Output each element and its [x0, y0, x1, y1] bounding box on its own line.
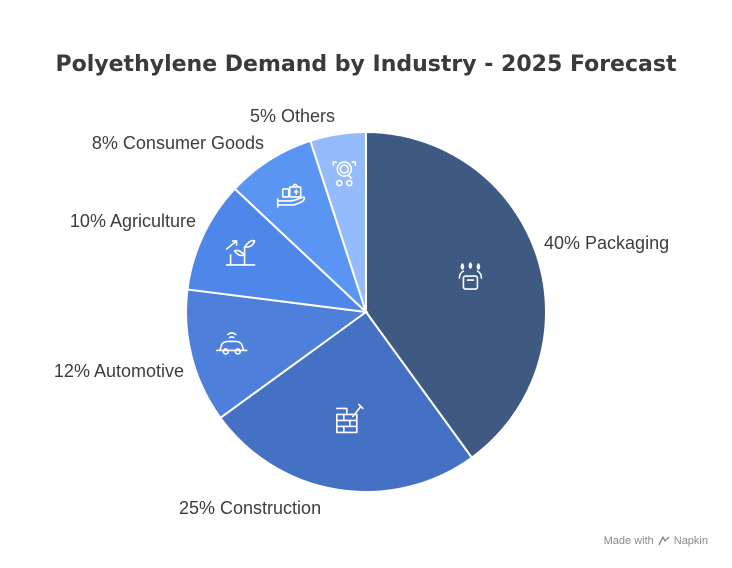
slice-label-4: 10% Agriculture [70, 211, 196, 231]
watermark-made-with: Made with [603, 535, 654, 547]
pie-slice-4 [186, 187, 369, 314]
pie-slice-6 [309, 130, 367, 313]
shopping-bag-hand-icon [276, 183, 306, 208]
slice-label-6: 5% Others [250, 106, 335, 126]
slice-label-2: 25% Construction [179, 498, 321, 518]
connected-car-icon [215, 332, 248, 355]
brick-wall-icon [336, 403, 364, 434]
search-icon [332, 161, 357, 187]
pie-slice-1 [365, 130, 547, 460]
made-with-napkin-watermark: Made with Napkin [604, 535, 708, 547]
napkin-logo-icon [658, 536, 670, 546]
plant-growth-icon [225, 239, 256, 266]
watermark-brand: Napkin [673, 535, 708, 547]
pie-slice-5 [233, 139, 367, 313]
slice-label-5: 8% Consumer Goods [92, 133, 264, 153]
slice-label-1: 40% Packaging [544, 233, 669, 253]
pie-slice-2 [218, 310, 474, 493]
slice-label-3: 12% Automotive [54, 361, 184, 381]
chart-title: Polyethylene Demand by Industry - 2025 F… [55, 52, 677, 77]
package-icon [458, 262, 483, 290]
pie-slice-3 [185, 288, 369, 420]
